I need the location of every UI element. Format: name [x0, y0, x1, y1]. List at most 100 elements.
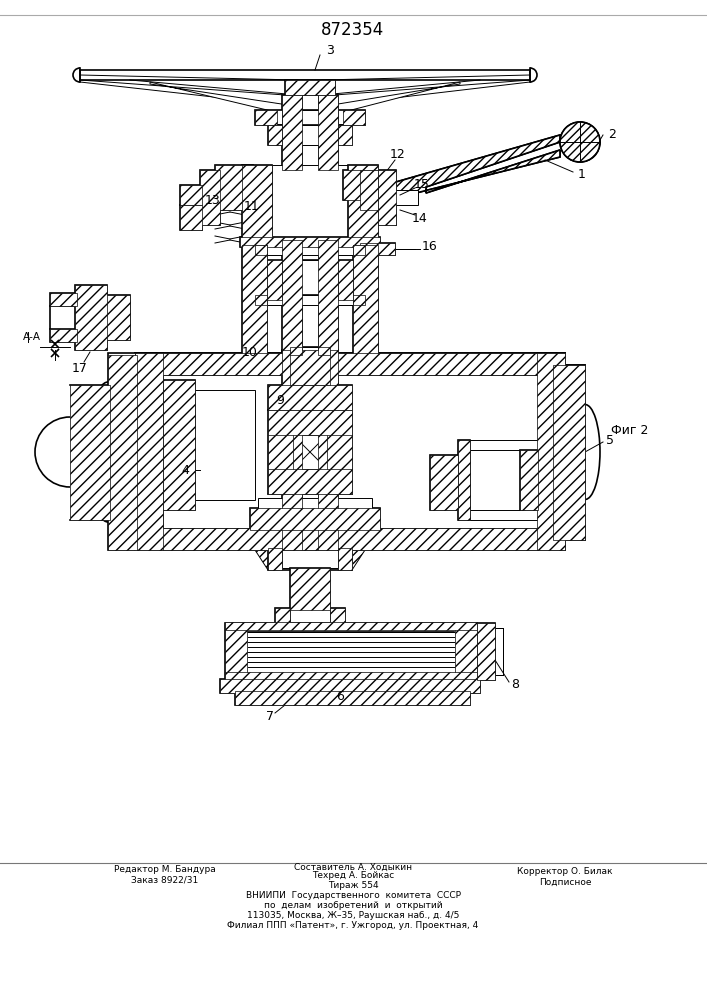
Bar	[338, 548, 352, 570]
Bar	[215, 165, 253, 210]
Bar	[338, 260, 353, 300]
Text: Тираж 554: Тираж 554	[327, 880, 378, 890]
Bar	[353, 245, 378, 360]
Bar	[458, 440, 470, 520]
Bar	[318, 350, 338, 550]
Bar	[225, 623, 477, 680]
Bar	[225, 622, 477, 630]
Bar	[180, 185, 202, 205]
Text: 5: 5	[606, 434, 614, 446]
Text: 113035, Москва, Ж–35, Раушская наб., д. 4/5: 113035, Москва, Ж–35, Раушская наб., д. …	[247, 910, 459, 920]
Bar	[50, 329, 77, 342]
Bar	[285, 80, 335, 95]
Bar	[360, 243, 395, 255]
Bar	[50, 329, 77, 342]
Bar	[258, 498, 372, 510]
Bar	[255, 110, 365, 125]
Bar	[108, 355, 137, 550]
Bar	[302, 352, 318, 382]
Bar	[180, 205, 202, 230]
Text: 16: 16	[422, 240, 438, 253]
Bar	[135, 353, 565, 375]
Bar	[343, 110, 365, 125]
Bar	[282, 95, 338, 170]
Bar	[553, 365, 585, 540]
Bar	[195, 390, 255, 500]
Bar	[105, 295, 130, 340]
Text: 10: 10	[242, 346, 258, 359]
Bar	[290, 350, 330, 385]
Text: 7: 7	[266, 710, 274, 724]
Bar	[353, 245, 365, 255]
Bar	[458, 440, 538, 520]
Bar	[180, 185, 202, 205]
Bar	[180, 205, 202, 230]
Bar	[235, 691, 470, 705]
Bar	[242, 165, 272, 240]
Bar	[215, 165, 253, 210]
Bar	[163, 380, 195, 510]
Text: 15: 15	[414, 178, 430, 192]
Bar	[470, 450, 525, 510]
Bar	[85, 293, 107, 342]
Bar	[250, 508, 380, 530]
Text: Заказ 8922/31: Заказ 8922/31	[132, 876, 199, 884]
Bar	[275, 608, 345, 625]
Bar	[360, 243, 395, 255]
Text: 14: 14	[412, 212, 428, 225]
Bar	[290, 568, 330, 610]
Polygon shape	[338, 550, 365, 570]
Text: 12: 12	[390, 148, 406, 161]
Bar	[455, 623, 477, 680]
Bar	[242, 245, 267, 360]
Bar	[378, 170, 396, 225]
Text: 9: 9	[276, 393, 284, 406]
Bar	[268, 410, 293, 494]
Bar	[255, 245, 365, 255]
Bar	[302, 95, 318, 170]
Bar	[282, 95, 302, 170]
Polygon shape	[332, 82, 460, 115]
Bar	[50, 293, 77, 306]
Bar	[135, 353, 565, 375]
Bar	[318, 95, 338, 170]
Bar	[255, 295, 267, 305]
Bar	[348, 165, 378, 240]
Bar	[285, 80, 335, 95]
Bar	[275, 608, 290, 625]
Bar	[115, 300, 130, 335]
Bar	[282, 125, 338, 145]
Bar	[477, 623, 495, 680]
Bar	[70, 385, 110, 520]
Text: 4: 4	[181, 464, 189, 477]
Circle shape	[232, 184, 248, 200]
Bar	[318, 240, 338, 380]
Text: 1: 1	[578, 168, 586, 182]
Text: 3: 3	[326, 43, 334, 56]
Text: Техред А. Бойкас: Техред А. Бойкас	[312, 871, 394, 880]
Bar	[267, 260, 353, 300]
Polygon shape	[80, 80, 285, 105]
Bar	[348, 165, 378, 240]
Bar	[282, 350, 338, 550]
Bar	[302, 245, 318, 375]
Bar	[75, 285, 107, 350]
Bar	[282, 240, 302, 380]
Bar	[268, 469, 352, 494]
Bar	[343, 170, 378, 200]
Bar	[553, 365, 585, 540]
Bar	[268, 125, 282, 145]
Bar	[430, 455, 458, 510]
Bar	[267, 295, 353, 305]
Bar	[235, 691, 470, 705]
Bar	[290, 608, 330, 625]
Bar	[338, 125, 352, 145]
Bar	[477, 623, 495, 680]
Text: Редактор М. Бандура: Редактор М. Бандура	[114, 864, 216, 874]
Bar	[353, 295, 365, 305]
Bar	[200, 170, 220, 225]
Bar	[290, 350, 330, 385]
Text: А-А: А-А	[23, 332, 41, 342]
Bar	[290, 347, 302, 355]
Bar	[268, 410, 352, 494]
